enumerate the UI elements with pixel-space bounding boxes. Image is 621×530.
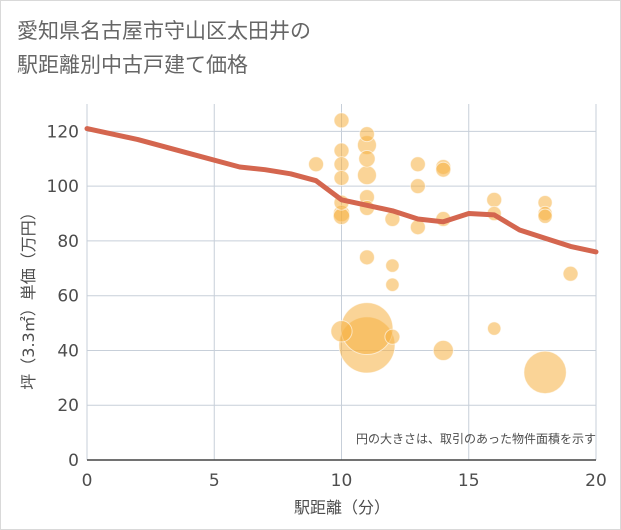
size-annotation: 円の大きさは、取引のあった物件面積を示す — [356, 431, 596, 446]
bubble-point — [562, 265, 579, 282]
trend-line — [84, 126, 599, 255]
x-tick-label: 20 — [585, 471, 607, 491]
y-tick-labels: 0 20 40 60 80 100 120 — [47, 122, 79, 471]
x-tick-label: 0 — [82, 471, 93, 491]
bubble-point — [409, 156, 426, 173]
bubble-point — [384, 328, 401, 345]
bubble-point — [486, 321, 502, 336]
bubble-point — [523, 350, 567, 395]
x-tick-label: 15 — [458, 471, 480, 491]
y-tick-label: 80 — [57, 232, 79, 252]
y-tick-label: 120 — [47, 122, 79, 142]
y-tick-label: 100 — [47, 177, 79, 197]
x-tick-label: 10 — [331, 471, 353, 491]
bubble-point — [358, 126, 375, 143]
bubble-point — [537, 208, 553, 224]
y-tick-label: 60 — [57, 287, 79, 307]
bubble-point — [333, 156, 350, 173]
y-axis-label: 坪（3.3㎡）単価（万円） — [19, 204, 38, 389]
y-tick-label: 20 — [57, 396, 79, 416]
bubble-point — [333, 169, 350, 186]
bubble-point — [333, 142, 350, 159]
bubble-point — [432, 339, 454, 362]
bubble-point — [356, 165, 377, 186]
x-axis-label: 駅距離（分） — [294, 498, 390, 517]
x-tick-labels: 0 5 10 15 20 — [82, 471, 607, 491]
bubble-point — [308, 156, 325, 173]
bubble-point — [358, 150, 376, 168]
y-tick-label: 0 — [68, 451, 79, 471]
bubble-point — [435, 161, 452, 178]
bubble-point — [409, 178, 426, 195]
y-tick-label: 40 — [57, 341, 79, 361]
bubble-point — [358, 249, 375, 266]
bubble-point — [330, 320, 353, 343]
bubble-point — [385, 277, 400, 292]
bubble-point — [333, 112, 350, 129]
chart-title: 愛知県名古屋市守山区太田井の 駅距離別中古戸建て価格 — [17, 19, 311, 77]
x-tick-label: 5 — [209, 471, 220, 491]
bubble-point — [486, 191, 503, 208]
bubble-point — [385, 258, 400, 273]
bubble-series — [308, 112, 579, 395]
